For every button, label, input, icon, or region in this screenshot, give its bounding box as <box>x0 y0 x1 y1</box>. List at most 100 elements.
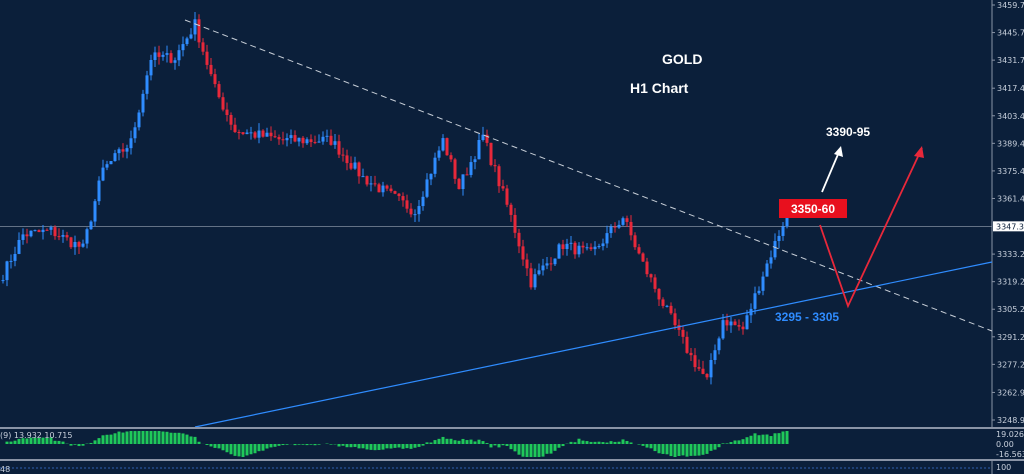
red-projection-arrow <box>819 147 923 309</box>
candle-body <box>77 241 81 247</box>
candle-body <box>489 142 493 166</box>
macd-bar <box>169 432 173 444</box>
candle-body <box>557 244 561 259</box>
candle-body <box>713 350 717 360</box>
candle-body <box>61 235 65 237</box>
macd-bar <box>261 444 265 451</box>
candle-body <box>565 243 569 250</box>
candle-body <box>249 132 253 134</box>
candle-body <box>69 237 73 248</box>
macd-bar <box>533 444 537 457</box>
candle-body <box>465 174 469 176</box>
macd-bar <box>729 442 733 444</box>
candle-body <box>73 241 77 248</box>
price-tick-label: 3248.95 <box>997 416 1024 425</box>
macd-bar <box>677 444 681 457</box>
candle-body <box>225 109 229 116</box>
candle-body <box>413 214 417 216</box>
macd-bar <box>177 432 181 444</box>
macd-bar <box>577 438 581 444</box>
macd-bar <box>437 438 441 444</box>
macd-bar <box>73 444 77 445</box>
macd-bar <box>573 442 577 444</box>
candle-body <box>761 276 765 291</box>
candle-body <box>509 204 513 215</box>
macd-bar <box>9 441 13 444</box>
price-tick-label: 3319.20 <box>997 278 1024 287</box>
macd-bar <box>117 431 121 444</box>
candle-body <box>257 130 261 138</box>
macd-bar <box>41 437 45 444</box>
macd-bar <box>157 431 161 444</box>
candle-body <box>437 150 441 158</box>
candle-body <box>125 148 129 152</box>
macd-bar <box>673 444 677 457</box>
macd-bar <box>429 442 433 444</box>
candle-body <box>457 178 461 190</box>
candle-body <box>337 141 341 155</box>
candle-body <box>581 245 585 248</box>
macd-bar <box>709 444 713 451</box>
macd-bar <box>765 434 769 444</box>
candle-body <box>325 135 329 137</box>
candle-body <box>769 257 773 264</box>
macd-bar <box>49 437 53 444</box>
macd-bar <box>181 433 185 444</box>
candles <box>1 12 789 385</box>
candle-body <box>493 165 497 167</box>
white-arrowhead-icon <box>834 146 843 157</box>
candle-body <box>693 355 697 368</box>
candle-body <box>333 141 337 145</box>
macd-bar <box>361 444 365 449</box>
macd-bar <box>553 444 557 451</box>
candle-body <box>501 186 505 189</box>
candle-body <box>377 184 381 193</box>
macd-bar <box>253 444 257 454</box>
candle-body <box>369 183 373 185</box>
macd-bar <box>265 444 269 449</box>
macd-tick: 19.026 <box>996 430 1024 439</box>
macd-bar <box>353 444 357 447</box>
candle-body <box>109 161 113 165</box>
candle-body <box>773 241 777 258</box>
macd-bar <box>129 431 133 444</box>
macd-bar <box>69 444 73 446</box>
red-arrowhead-icon <box>914 146 924 158</box>
candle-body <box>265 132 269 137</box>
candle-body <box>389 188 393 192</box>
macd-bar <box>405 444 409 449</box>
macd-bar <box>493 444 497 446</box>
macd-bar <box>425 442 429 444</box>
candle-body <box>241 132 245 135</box>
lower-tick: 100 <box>996 463 1011 472</box>
macd-bar <box>469 439 473 444</box>
macd-bar <box>413 444 417 448</box>
price-tick-label: 3375.45 <box>997 167 1024 176</box>
candle-body <box>573 242 577 255</box>
target-label: 3390-95 <box>826 125 870 139</box>
candle-body <box>633 235 637 248</box>
macd-bar <box>549 444 553 454</box>
macd-bar <box>93 440 97 444</box>
macd-bar <box>749 435 753 444</box>
candle-body <box>289 135 293 139</box>
macd-bar <box>257 444 261 452</box>
macd-bar <box>241 444 245 457</box>
macd-bar <box>481 441 485 444</box>
macd-bar <box>441 436 445 444</box>
macd-bar <box>593 441 597 444</box>
candle-body <box>17 239 21 254</box>
candle-body <box>25 234 29 237</box>
macd-bar <box>513 444 517 452</box>
macd-bar <box>689 444 693 456</box>
candle-body <box>441 138 445 151</box>
candle-body <box>245 132 249 135</box>
macd-bar <box>45 437 49 444</box>
candle-body <box>677 325 681 330</box>
candle-body <box>585 247 589 249</box>
candle-body <box>129 138 133 149</box>
candle-body <box>81 243 85 247</box>
candle-body <box>577 245 581 255</box>
macd-bar <box>509 444 513 450</box>
